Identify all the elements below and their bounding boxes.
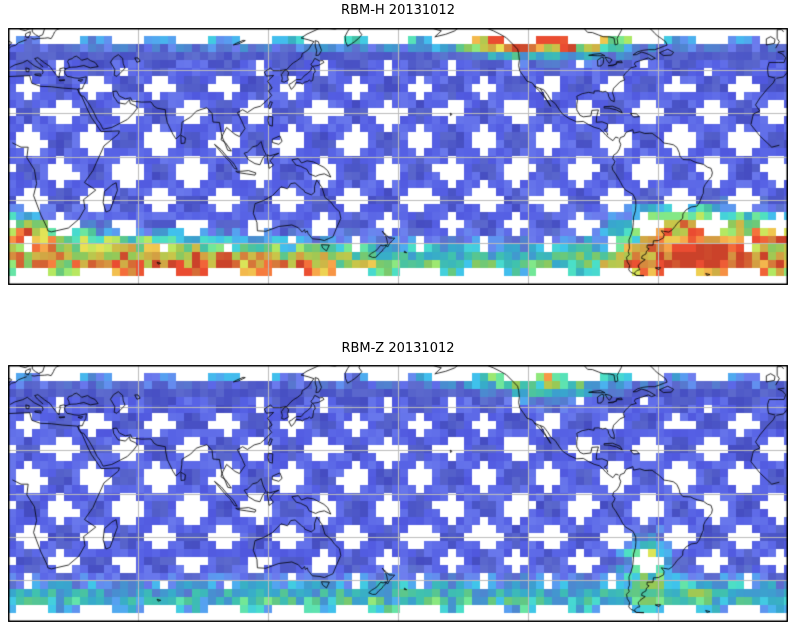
- panel-2-title: RBM-Z 20131012: [341, 341, 455, 356]
- panel-2-map-canvas: [8, 365, 788, 622]
- panel-1-map-canvas: [8, 28, 788, 285]
- panel-1-title: RBM-H 20131012: [341, 3, 455, 18]
